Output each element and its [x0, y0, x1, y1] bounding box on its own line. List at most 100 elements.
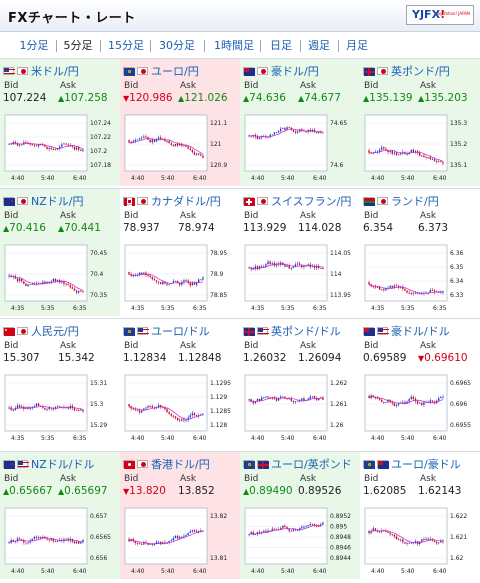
rate-chart[interactable]: 74.65 74.6 4:40 5:40 6:40 [243, 111, 355, 183]
ask-label: Ask [420, 341, 437, 351]
currency-pair-header[interactable]: 米ドル/円 [3, 64, 79, 78]
rate-chart[interactable]: 135.3 135.2 135.1 4:40 5:40 6:40 [363, 111, 475, 183]
rate-cell[interactable]: ユーロ/豪ドル Bid Ask 1.62085 1.62143 1.622 1.621 1.6… [360, 451, 480, 579]
candle-body [183, 419, 185, 421]
currency-pair-name[interactable]: 人民元/円 [31, 325, 79, 338]
rate-cell[interactable]: ユーロ/ドル Bid Ask 1.12834 1.12848 1.1295 1.129 1.1… [120, 318, 240, 446]
rate-cell[interactable]: 豪ドル/ドル Bid Ask 0.69589 ▼0.69610 0.6965 0.696 0.… [360, 318, 480, 446]
currency-pair-name[interactable]: ユーロ/英ポンド [271, 458, 352, 471]
currency-pair-header[interactable]: NZドル/円 [3, 194, 83, 208]
tab-2[interactable]: 5分足 [63, 39, 93, 52]
currency-pair-name[interactable]: NZドル/円 [31, 195, 84, 208]
au-flag-icon [377, 460, 389, 469]
rate-chart[interactable]: 0.657 0.6565 0.656 4:40 5:40 6:40 [3, 504, 115, 576]
currency-pair-name[interactable]: 豪ドル/ドル [391, 325, 450, 338]
currency-pair-name[interactable]: ランド/円 [391, 195, 439, 208]
rate-chart[interactable]: 78.95 78.9 78.85 4:35 5:35 6:35 [123, 241, 235, 313]
rate-cell[interactable]: ユーロ/円 Bid Ask ▼120.986 ▲121.026 121.1 121 120.9… [120, 58, 240, 186]
rate-cell[interactable]: ユーロ/英ポンド Bid Ask ▲0.89490 0.89526 0.8952 0.895… [240, 451, 360, 579]
rate-chart[interactable]: 121.1 121 120.9 4:40 5:40 6:40 [123, 111, 235, 183]
currency-pair-name[interactable]: カナダドル/円 [151, 195, 221, 208]
candle-body [42, 406, 44, 408]
candle-body [59, 146, 61, 149]
currency-pair-header[interactable]: 豪ドル/ドル [363, 324, 450, 338]
currency-pair-header[interactable]: 人民元/円 [3, 324, 79, 338]
candle-body [299, 400, 301, 402]
rate-chart[interactable]: 13.82 13.81 4:40 5:40 6:40 [123, 504, 235, 576]
candle-body [35, 403, 38, 407]
currency-pair-name[interactable]: スイスフラン/円 [271, 195, 352, 208]
candle-body [368, 395, 370, 399]
candle-body [63, 143, 65, 145]
rate-chart[interactable]: 1.1295 1.129 1.1285 1.128 4:40 5:40 6:40 [123, 371, 235, 443]
currency-pair-header[interactable]: スイスフラン/円 [243, 194, 351, 208]
candle-body [67, 407, 69, 409]
rate-chart-svg: 1.262 1.261 1.26 4:40 5:40 6:40 [244, 374, 347, 442]
currency-pair-name[interactable]: 豪ドル/円 [271, 65, 319, 78]
candle-body [311, 524, 314, 525]
tab-4[interactable]: 30分足 [159, 39, 195, 52]
currency-pair-name[interactable]: ユーロ/ドル [151, 325, 210, 338]
currency-pair-name[interactable]: ユーロ/豪ドル [391, 458, 461, 471]
rate-cell[interactable]: カナダドル/円 Bid Ask 78.937 78.974 78.95 78.9 78.85 4… [120, 188, 240, 316]
currency-pair-name[interactable]: 英ポンド/ドル [271, 325, 341, 338]
ask-label: Ask [180, 81, 197, 91]
currency-pair-header[interactable]: ユーロ/豪ドル [363, 457, 461, 471]
currency-pair-name[interactable]: 米ドル/円 [31, 65, 79, 78]
rate-cell[interactable]: ランド/円 Bid Ask 6.354 6.373 6.36 6.35 6.34 6.33 4:3… [360, 188, 480, 316]
yjfx-logo[interactable]: YJFX! by Yahoo! JAPAN [406, 5, 474, 25]
tab-3[interactable]: 15分足 [108, 39, 144, 52]
rate-chart[interactable]: 1.262 1.261 1.26 4:40 5:40 6:40 [243, 371, 355, 443]
currency-pair-name[interactable]: 香港ドル/円 [151, 458, 210, 471]
tab-1[interactable]: 1分足 [19, 39, 49, 52]
rate-cell[interactable]: 人民元/円 Bid Ask 15.307 15.342 15.31 15.3 15.29 4:3… [0, 318, 120, 446]
rate-cell[interactable]: NZドル/ドル Bid Ask ▲0.65667 ▲0.65697 0.657 0.6565… [0, 451, 120, 579]
candle-body [193, 413, 196, 416]
tab-8[interactable]: 月足 [346, 39, 368, 52]
tab-6[interactable]: 日足 [270, 39, 292, 52]
currency-pair-header[interactable]: ユーロ/円 [123, 64, 199, 78]
currency-pair-header[interactable]: 香港ドル/円 [123, 457, 210, 471]
rate-chart[interactable]: 107.24 107.22 107.2 107.18 4:40 5:40 6:40 [3, 111, 115, 183]
ask-rate: 6.373 [418, 222, 448, 234]
candle-body [136, 410, 139, 412]
rate-chart[interactable]: 0.6965 0.696 0.6955 4:40 5:40 6:40 [363, 371, 475, 443]
candle-body [179, 282, 181, 285]
candle-body [265, 530, 267, 532]
currency-pair-name[interactable]: NZドル/ドル [31, 458, 95, 471]
rate-chart[interactable]: 15.31 15.3 15.29 4:35 5:35 6:35 [3, 371, 115, 443]
rate-cell[interactable]: 香港ドル/円 Bid Ask ▼13.820 13.852 13.82 13.81 4:40 5… [120, 451, 240, 579]
currency-pair-header[interactable]: ユーロ/英ポンド [243, 457, 352, 471]
candle-body [315, 266, 318, 268]
currency-pair-header[interactable]: NZドル/ドル [3, 457, 94, 471]
rate-chart[interactable]: 1.622 1.621 1.62 4:40 5:40 6:40 [363, 504, 475, 576]
rate-cell[interactable]: 英ポンド/円 Bid Ask ▲135.139 ▲135.203 135.3 135.2 13… [360, 58, 480, 186]
rate-cell[interactable]: 英ポンド/ドル Bid Ask 1.26032 1.26094 1.262 1.261 1.2… [240, 318, 360, 446]
rate-cell[interactable]: 豪ドル/円 Bid Ask ▲74.636 ▲74.677 74.65 74.6 4:40 5:… [240, 58, 360, 186]
currency-pair-name[interactable]: ユーロ/円 [151, 65, 199, 78]
down-arrow-icon: ▼ [123, 94, 130, 103]
jp-flag-icon [377, 197, 388, 205]
currency-pair-header[interactable]: 英ポンド/円 [363, 64, 450, 78]
rate-cell[interactable]: 米ドル/円 Bid Ask 107.224 ▲107.258 107.24 107.22 10… [0, 58, 120, 186]
candle-body [368, 530, 370, 533]
rate-chart[interactable]: 6.36 6.35 6.34 6.33 4:35 5:35 6:35 [363, 241, 475, 313]
rate-cell[interactable]: NZドル/円 Bid Ask ▲70.416 ▲70.441 70.45 70.4 70.35… [0, 188, 120, 316]
tab-5[interactable]: 1時間足 [214, 39, 254, 52]
ask-label: Ask [60, 474, 77, 484]
candle-body [412, 292, 415, 294]
currency-pair-header[interactable]: カナダドル/円 [123, 194, 221, 208]
rate-chart[interactable]: 70.45 70.4 70.35 4:35 5:35 6:35 [3, 241, 115, 313]
currency-pair-header[interactable]: ユーロ/ドル [123, 324, 210, 338]
tab-7[interactable]: 週足 [308, 39, 330, 52]
currency-pair-header[interactable]: 英ポンド/ドル [243, 324, 341, 338]
rate-cell[interactable]: スイスフラン/円 Bid Ask 113.929 114.028 114.05 114 113… [240, 188, 360, 316]
currency-pair-header[interactable]: ランド/円 [363, 194, 439, 208]
currency-pair-header[interactable]: 豪ドル/円 [243, 64, 319, 78]
rate-chart[interactable]: 114.05 114 113.95 4:35 5:35 6:35 [243, 241, 355, 313]
rate-chart[interactable]: 0.8952 0.895 0.8948 0.8946 0.8944 4:40 5:40 6:4… [243, 504, 355, 576]
moving-average-line [248, 524, 323, 535]
currency-pair-name[interactable]: 英ポンド/円 [391, 65, 450, 78]
ask-rate-value: 15.342 [58, 352, 95, 364]
bid-label: Bid [244, 211, 259, 221]
